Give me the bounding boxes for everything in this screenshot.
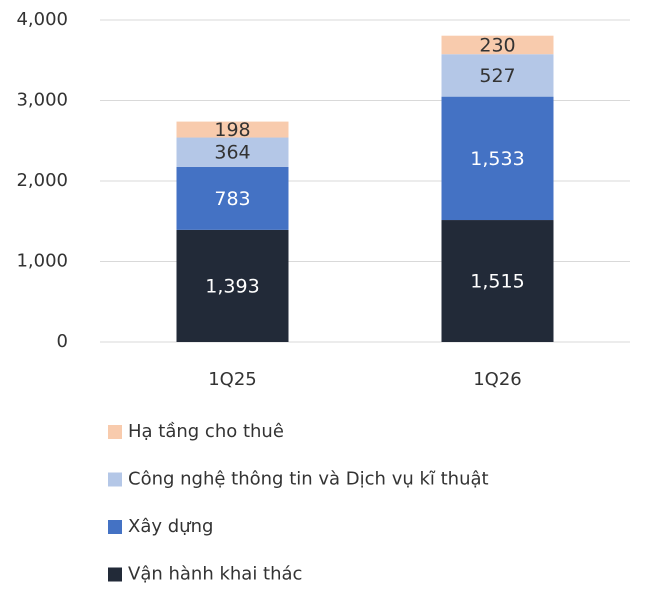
y-tick-label: 0: [57, 331, 68, 352]
legend-label: Hạ tầng cho thuê: [128, 421, 284, 442]
data-label: 783: [214, 188, 250, 210]
data-label: 198: [214, 119, 250, 141]
legend-swatch: [108, 520, 122, 534]
data-label: 1,393: [205, 275, 259, 297]
data-label: 527: [479, 65, 515, 87]
data-label: 230: [479, 34, 515, 56]
legend-swatch: [108, 425, 122, 439]
x-tick-label: 1Q25: [208, 369, 257, 390]
data-label: 1,533: [470, 148, 524, 170]
bar-segment: [441, 96, 554, 221]
y-tick-label: 1,000: [16, 251, 68, 272]
data-label: 364: [214, 142, 250, 164]
y-tick-label: 4,000: [16, 9, 68, 30]
data-label: 1,515: [470, 271, 524, 293]
bar-segment: [441, 35, 554, 55]
legend-label: Xây dựng: [128, 516, 213, 537]
bar-segment: [176, 121, 289, 138]
legend-label: Công nghệ thông tin và Dịch vụ kĩ thuật: [128, 469, 489, 490]
y-tick-label: 3,000: [16, 90, 68, 111]
legend-swatch: [108, 472, 122, 487]
bar-segment: [176, 229, 289, 342]
x-tick-label: 1Q26: [473, 369, 522, 390]
legend-swatch: [108, 567, 122, 582]
bar-segment: [176, 166, 289, 230]
y-tick-label: 2,000: [16, 170, 68, 191]
bar-segment: [441, 220, 554, 342]
bar-segment: [176, 137, 289, 167]
bar-segment: [441, 54, 554, 97]
legend-label: Vận hành khai thác: [128, 564, 302, 585]
